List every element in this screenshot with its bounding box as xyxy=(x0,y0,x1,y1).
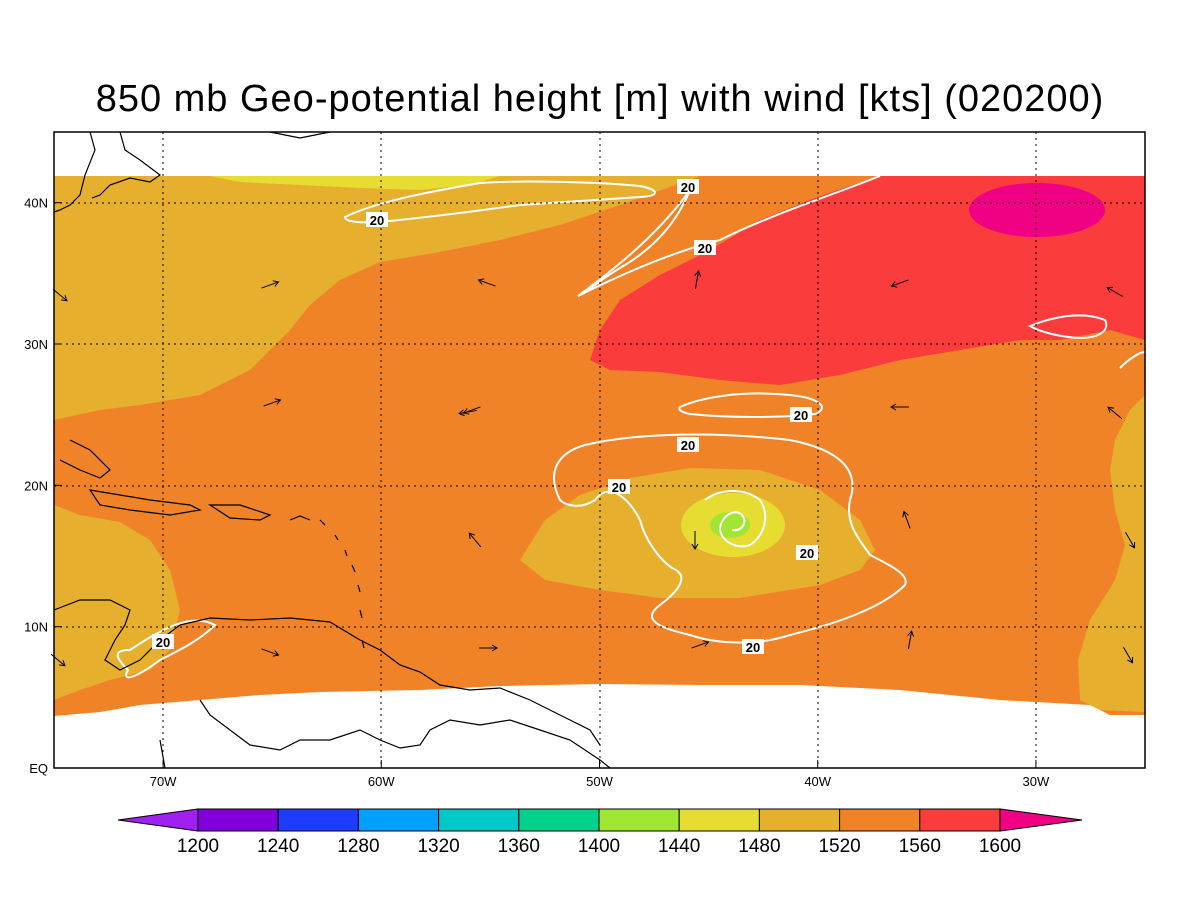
wind-arrow xyxy=(479,644,498,652)
contour-label: 20 xyxy=(366,212,388,228)
contour-label: 20 xyxy=(796,545,818,561)
wind-arrow xyxy=(52,288,68,302)
x-tick-label: 40W xyxy=(804,774,831,789)
contour-labels: 20 20 20 20 20 20 20 20 20 xyxy=(152,179,818,655)
height-field-1440-1480-north xyxy=(210,176,500,190)
wind-arrow xyxy=(907,630,915,649)
colorbar-swatch xyxy=(357,808,440,832)
wind-arrow xyxy=(691,531,699,550)
colorbar-swatch xyxy=(438,808,520,832)
svg-text:20: 20 xyxy=(156,635,170,650)
contour-label: 20 xyxy=(742,639,764,655)
wind-vectors xyxy=(50,270,1136,667)
wind-contour-east xyxy=(1027,314,1108,340)
colorbar-swatch xyxy=(919,808,1001,832)
colorbar-label: 1560 xyxy=(899,836,941,857)
contour-label: 20 xyxy=(152,634,174,650)
wind-contour-mid xyxy=(678,392,823,418)
coastlines xyxy=(53,131,611,769)
wind-arrow xyxy=(694,270,702,289)
svg-text:20: 20 xyxy=(698,241,712,256)
graticule xyxy=(54,132,1145,768)
height-field-1600-plus xyxy=(969,183,1105,237)
coastline-cuba-hispaniola xyxy=(59,439,311,521)
colorbar: 1200 1240 1280 1320 1360 1400 1440 1480 1520 1560… xyxy=(117,808,1083,857)
colorbar-label: 1520 xyxy=(818,836,860,857)
contour-label: 20 xyxy=(608,479,630,495)
wind-contour-main xyxy=(553,433,907,644)
wind-arrow xyxy=(1107,406,1123,420)
colorbar-swatch xyxy=(839,808,921,832)
colorbar-label: 1200 xyxy=(177,836,219,857)
x-tick-label: 70W xyxy=(150,774,177,789)
svg-text:20: 20 xyxy=(612,480,626,495)
coastline-central-america xyxy=(53,599,601,746)
map-title: 850 mb Geo-potential height [m] with win… xyxy=(95,78,1105,120)
colorbar-swatch xyxy=(758,808,841,832)
colorbar-label: 1400 xyxy=(578,836,620,857)
colorbar-label: 1600 xyxy=(979,836,1021,857)
height-field-1480-1520-north xyxy=(54,176,700,420)
wind-contour-ne xyxy=(577,175,881,297)
colorbar-extend-high xyxy=(999,808,1083,832)
colorbar-swatch xyxy=(518,808,600,832)
svg-text:20: 20 xyxy=(746,640,760,655)
wind-contour-diagonal xyxy=(577,189,691,297)
colorbar-swatch xyxy=(598,808,680,832)
wind-contour-core xyxy=(704,490,767,548)
colorbar-label: 1360 xyxy=(498,836,540,857)
wind-arrow xyxy=(1106,286,1124,297)
height-field-1480-1520-east xyxy=(1078,395,1145,712)
wind-arrow xyxy=(477,278,496,287)
colorbar-extend-low xyxy=(117,808,199,832)
y-tick-label: 20N xyxy=(24,478,48,493)
x-tick-label: 50W xyxy=(586,774,613,789)
colorbar-swatch xyxy=(678,808,760,832)
wind-arrow xyxy=(902,510,911,529)
colorbar-label: 1320 xyxy=(417,836,459,857)
svg-text:20: 20 xyxy=(800,546,814,561)
wind-arrow xyxy=(468,532,482,548)
wind-arrow xyxy=(263,398,282,407)
wind-contours xyxy=(116,175,1146,679)
y-axis-ticks: EQ 10N 20N 30N 40N xyxy=(24,196,62,776)
contour-label: 20 xyxy=(677,179,699,195)
y-tick-label: 40N xyxy=(24,196,48,211)
x-tick-label: 60W xyxy=(368,774,395,789)
wind-arrow xyxy=(1125,531,1136,549)
coastline-lesser-antilles xyxy=(319,519,365,649)
svg-text:20: 20 xyxy=(794,408,808,423)
wind-contour-east2 xyxy=(1119,351,1146,369)
svg-text:20: 20 xyxy=(370,213,384,228)
coastline-north-america xyxy=(53,131,331,213)
y-tick-label: 10N xyxy=(24,620,48,635)
wind-arrow xyxy=(890,403,909,411)
wind-arrow xyxy=(1123,646,1134,664)
coastline-south-america xyxy=(159,699,611,769)
svg-text:20: 20 xyxy=(681,180,695,195)
wind-arrow xyxy=(890,279,909,288)
colorbar-swatch xyxy=(277,808,359,832)
wind-contour-north xyxy=(343,180,656,224)
wind-arrow xyxy=(261,648,280,657)
contour-label: 20 xyxy=(790,407,812,423)
colorbar-label: 1240 xyxy=(257,836,299,857)
x-axis-ticks: 70W 60W 50W 40W 30W xyxy=(150,760,1050,789)
colorbar-label: 1280 xyxy=(337,836,379,857)
colorbar-label: 1480 xyxy=(738,836,780,857)
wind-arrow xyxy=(458,409,477,417)
y-tick-label: 30N xyxy=(24,337,48,352)
y-tick-label: EQ xyxy=(29,761,48,776)
contour-label: 20 xyxy=(677,437,699,453)
colorbar-label: 1440 xyxy=(658,836,700,857)
contour-label: 20 xyxy=(694,240,716,256)
svg-text:20: 20 xyxy=(681,438,695,453)
colorbar-swatch xyxy=(197,808,279,832)
wind-arrow xyxy=(261,280,280,289)
wind-contour-caribbean xyxy=(116,619,217,679)
wind-arrow xyxy=(691,640,710,649)
x-tick-label: 30W xyxy=(1023,774,1050,789)
